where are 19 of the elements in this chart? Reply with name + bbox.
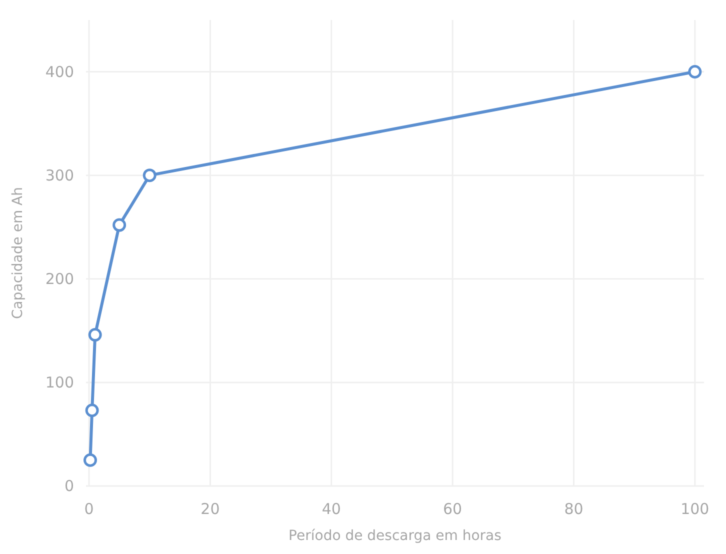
x-tick-label: 0	[84, 500, 94, 518]
y-tick-label: 200	[45, 270, 74, 288]
x-tick-label: 40	[322, 500, 341, 518]
point	[688, 65, 702, 79]
x-axis-title: Período de descarga em horas	[288, 528, 502, 544]
x-tick-label: 60	[443, 500, 462, 518]
y-tick-label: 100	[45, 373, 74, 392]
point	[83, 453, 97, 467]
y-tick-label: 300	[45, 166, 74, 184]
point	[112, 218, 126, 232]
x-tick-label: 80	[564, 500, 584, 518]
x-tick-label: 20	[200, 500, 220, 518]
x-tick-label: 100	[680, 500, 710, 518]
y-axis-title: Capacidade em Ah	[10, 187, 26, 319]
point	[142, 168, 156, 182]
y-tick-label: 400	[45, 62, 74, 81]
point	[85, 404, 99, 418]
point	[88, 328, 102, 342]
y-tick-label: 0	[64, 477, 74, 495]
